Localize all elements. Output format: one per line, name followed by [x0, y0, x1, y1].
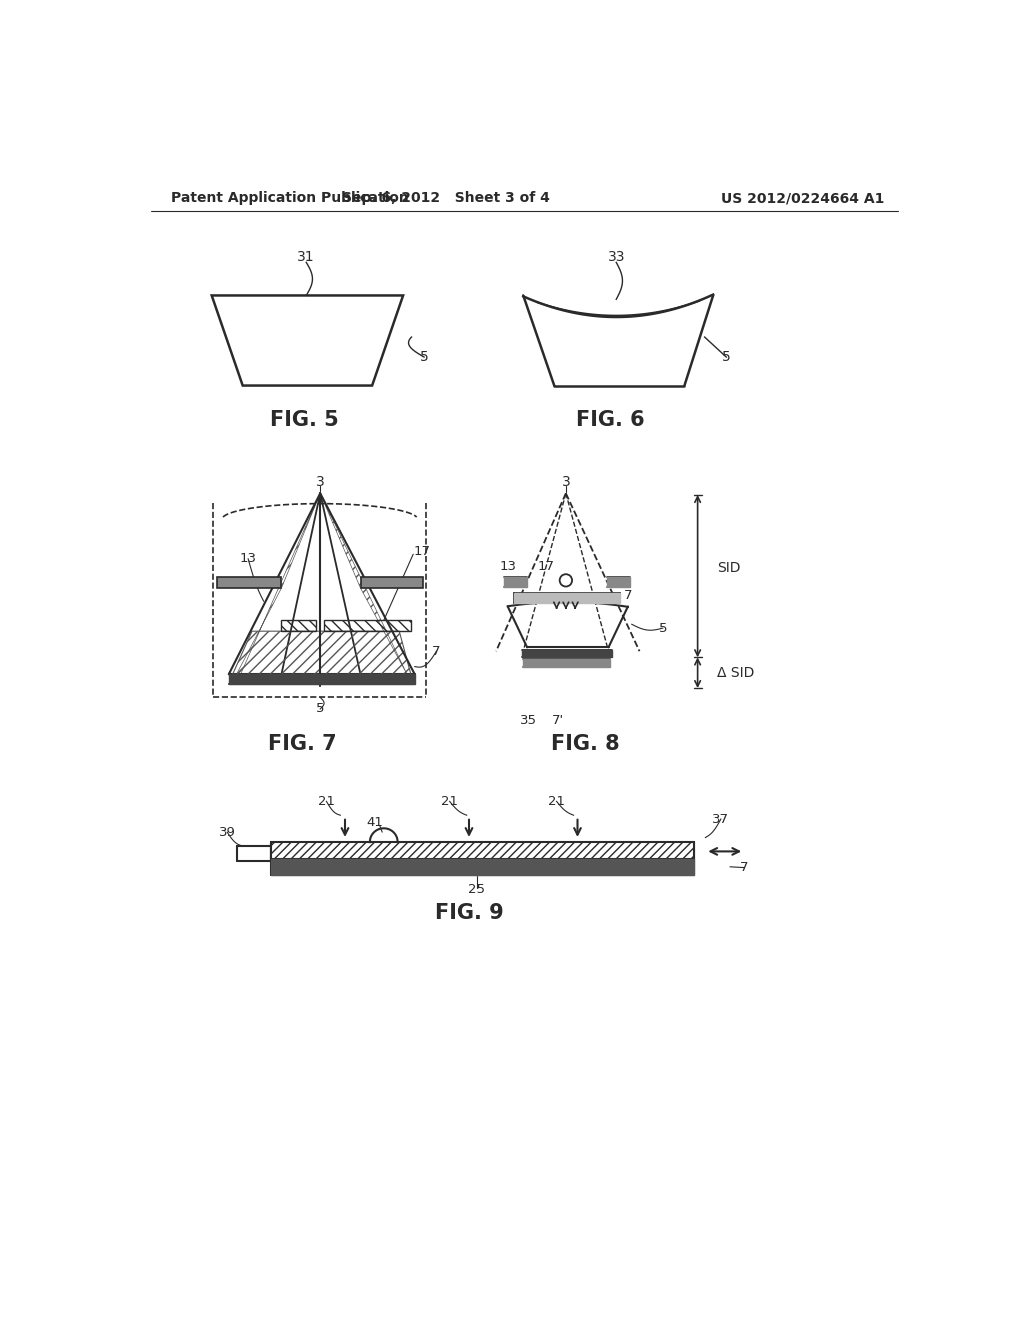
- Text: FIG. 9: FIG. 9: [434, 903, 504, 923]
- Text: 35: 35: [520, 714, 538, 727]
- Text: 7: 7: [740, 861, 749, 874]
- Text: 3: 3: [315, 475, 325, 488]
- Text: FIG. 5: FIG. 5: [270, 411, 339, 430]
- Polygon shape: [521, 649, 612, 657]
- Text: 7: 7: [624, 589, 632, 602]
- Text: 33: 33: [607, 249, 625, 264]
- Text: 21: 21: [441, 795, 458, 808]
- Polygon shape: [228, 675, 415, 684]
- Text: 5: 5: [722, 350, 731, 364]
- Text: Sep. 6, 2012   Sheet 3 of 4: Sep. 6, 2012 Sheet 3 of 4: [342, 191, 550, 206]
- Text: FIG. 7: FIG. 7: [268, 734, 337, 754]
- Text: 7: 7: [432, 644, 440, 657]
- Polygon shape: [607, 577, 630, 586]
- Polygon shape: [504, 577, 527, 586]
- Text: 17: 17: [538, 560, 555, 573]
- Text: FIG. 8: FIG. 8: [551, 734, 620, 754]
- Text: 41: 41: [366, 816, 383, 829]
- Text: 21: 21: [317, 795, 335, 808]
- Polygon shape: [271, 842, 693, 859]
- Text: FIG. 6: FIG. 6: [575, 411, 644, 430]
- Text: SID: SID: [717, 561, 740, 576]
- Polygon shape: [523, 659, 610, 667]
- Text: 5: 5: [316, 702, 325, 715]
- Text: 13: 13: [500, 560, 516, 573]
- Text: 21: 21: [548, 795, 565, 808]
- Polygon shape: [217, 577, 282, 589]
- Text: Patent Application Publication: Patent Application Publication: [171, 191, 409, 206]
- Polygon shape: [271, 859, 693, 875]
- Text: 31: 31: [297, 249, 315, 264]
- Text: 39: 39: [219, 825, 236, 838]
- Text: 5: 5: [658, 622, 667, 635]
- Text: 5: 5: [420, 350, 428, 364]
- Text: 7': 7': [552, 714, 564, 727]
- Text: 17: 17: [414, 545, 431, 557]
- Text: 3: 3: [561, 475, 570, 488]
- Polygon shape: [360, 577, 423, 589]
- Text: 13: 13: [240, 552, 257, 565]
- Text: US 2012/0224664 A1: US 2012/0224664 A1: [721, 191, 884, 206]
- Text: 25: 25: [468, 883, 485, 896]
- Text: Δ SID: Δ SID: [717, 665, 755, 680]
- Polygon shape: [514, 594, 621, 603]
- Text: 37: 37: [713, 813, 729, 825]
